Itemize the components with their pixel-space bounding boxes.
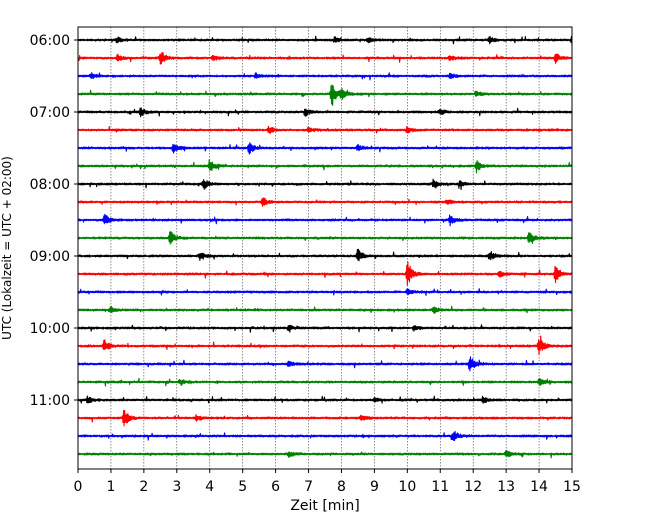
trace-0830 bbox=[77, 213, 573, 227]
trace-0845 bbox=[77, 230, 573, 245]
x-tick-label-1: 1 bbox=[106, 479, 115, 495]
trace-1015 bbox=[77, 335, 573, 356]
trace-0730 bbox=[77, 142, 573, 155]
trace-0630 bbox=[77, 72, 573, 81]
trace-1045 bbox=[77, 377, 573, 387]
trace-0615 bbox=[77, 51, 573, 65]
trace-1030 bbox=[77, 356, 573, 372]
trace-0600 bbox=[77, 35, 573, 45]
trace-0715 bbox=[77, 125, 573, 135]
x-tick-label-14: 14 bbox=[530, 479, 548, 495]
plot-frame bbox=[77, 26, 573, 470]
trace-0900 bbox=[77, 248, 573, 262]
x-tick-label-15: 15 bbox=[563, 479, 581, 495]
trace-0915 bbox=[77, 261, 573, 287]
trace-0700 bbox=[77, 107, 573, 118]
x-tick-label-10: 10 bbox=[398, 479, 416, 495]
x-tick-label-4: 4 bbox=[205, 479, 214, 495]
trace-0815 bbox=[77, 197, 573, 207]
trace-layer bbox=[77, 35, 573, 459]
trace-1100 bbox=[77, 395, 573, 404]
trace-1130 bbox=[77, 430, 573, 442]
x-tick-label-0: 0 bbox=[74, 479, 83, 495]
trace-1115 bbox=[77, 409, 573, 427]
x-tick-label-3: 3 bbox=[172, 479, 181, 495]
x-tick-label-5: 5 bbox=[238, 479, 247, 495]
trace-1145 bbox=[77, 449, 573, 459]
x-axis-label: Zeit [min] bbox=[290, 498, 359, 514]
x-tick-label-11: 11 bbox=[431, 479, 449, 495]
y-axis-ticks: 06:00 07:00 08:00 09:00 10:00 11:00 bbox=[30, 33, 78, 409]
trace-1000 bbox=[77, 324, 573, 333]
x-axis-ticks: 0 1 2 3 4 5 6 7 8 9 10 11 12 13 14 15 bbox=[74, 469, 581, 495]
y-tick-label-09:00: 09:00 bbox=[30, 249, 70, 265]
trace-0800 bbox=[77, 178, 573, 191]
x-tick-label-12: 12 bbox=[464, 479, 482, 495]
y-tick-label-11:00: 11:00 bbox=[30, 393, 70, 409]
x-tick-label-7: 7 bbox=[304, 479, 313, 495]
trace-0645 bbox=[77, 84, 573, 106]
trace-0930 bbox=[77, 288, 573, 296]
x-tick-label-13: 13 bbox=[497, 479, 515, 495]
trace-0745 bbox=[77, 159, 573, 174]
y-tick-label-10:00: 10:00 bbox=[30, 321, 70, 337]
y-axis-label: UTC (Lokalzeit = UTC + 02:00) bbox=[0, 156, 14, 340]
y-tick-label-06:00: 06:00 bbox=[30, 33, 70, 49]
x-tick-label-6: 6 bbox=[271, 479, 280, 495]
x-tick-label-9: 9 bbox=[370, 479, 379, 495]
x-tick-label-2: 2 bbox=[139, 479, 148, 495]
y-tick-label-08:00: 08:00 bbox=[30, 177, 70, 193]
x-tick-label-8: 8 bbox=[337, 479, 346, 495]
trace-0945 bbox=[77, 305, 573, 314]
y-tick-label-07:00: 07:00 bbox=[30, 105, 70, 121]
